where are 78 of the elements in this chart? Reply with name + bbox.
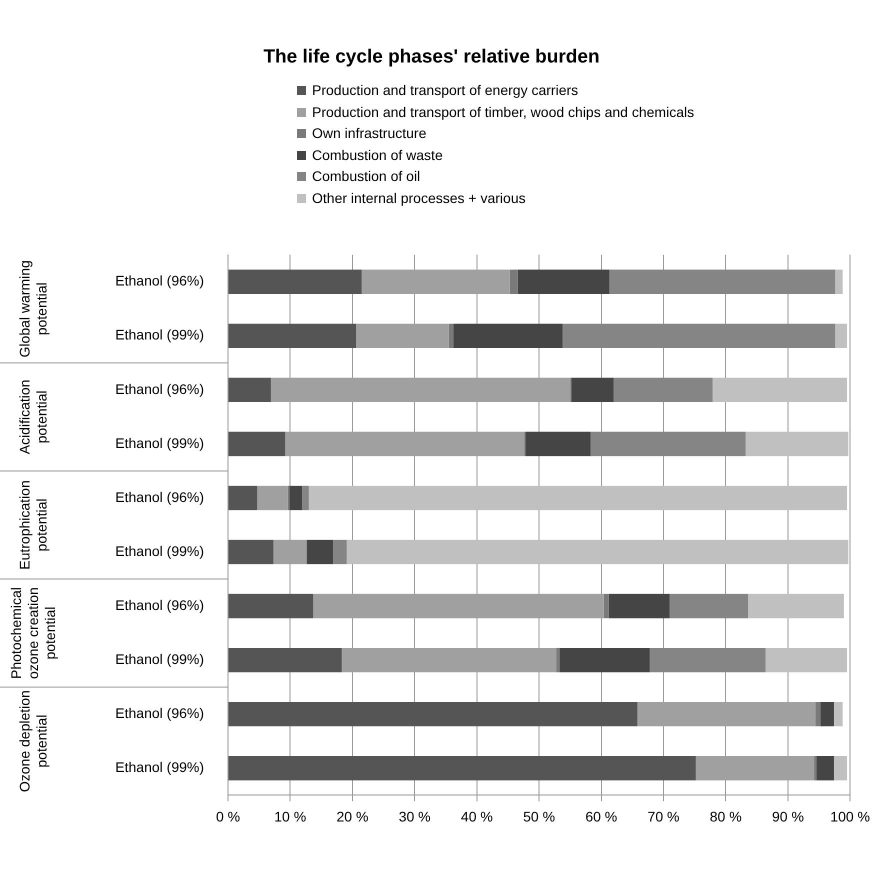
bar [228, 540, 274, 564]
bar [608, 594, 670, 618]
bar [510, 270, 518, 294]
bar [228, 594, 314, 618]
x-tick-label: 50 % [523, 808, 556, 824]
legend-label: Combustion of oil [312, 167, 420, 186]
bar [820, 702, 834, 726]
bar [560, 648, 650, 672]
legend-label: Other internal processes + various [312, 188, 526, 208]
bar [257, 486, 288, 510]
bar [228, 702, 638, 726]
bar [650, 648, 766, 672]
bar [814, 756, 817, 780]
bar [614, 378, 713, 402]
bar [228, 648, 342, 672]
bar [816, 756, 834, 780]
bar [307, 540, 334, 564]
bar [228, 270, 362, 294]
bar [834, 702, 843, 726]
bar [556, 648, 560, 672]
bar [302, 486, 309, 510]
bar [609, 270, 836, 294]
x-tick-label: 0 % [216, 808, 240, 824]
x-tick-label: 20 % [336, 808, 368, 824]
legend-label: Production and transport of timber, wood chips and chemicals [312, 102, 694, 122]
bar [448, 324, 454, 348]
bar [290, 486, 302, 510]
text: Photochemical ozone creation potential [8, 587, 58, 679]
y-tick-label: Ethanol (99%) [115, 650, 204, 667]
text: Acidification potential [16, 380, 50, 454]
bar [712, 378, 848, 402]
x-tick-label: 30 % [398, 808, 431, 824]
x-tick-label: 90 % [772, 808, 804, 824]
y-tick-label: Ethanol (96%) [115, 705, 204, 721]
bar [562, 324, 836, 348]
text: Global warming potential [16, 260, 50, 358]
bar [525, 432, 591, 456]
bar [308, 486, 848, 510]
bar [333, 540, 347, 564]
bar [228, 432, 286, 456]
bar [228, 756, 696, 780]
legend-label: Production and transport of energy carriers [312, 81, 578, 100]
y-tick-label: Ethanol (99%) [115, 542, 204, 559]
bar [453, 324, 563, 348]
x-tick-label: 40 % [460, 808, 493, 824]
bar [670, 594, 748, 618]
bar [228, 324, 356, 348]
chart-title: The life cycle phases' relative burden [263, 46, 600, 68]
x-tick-label: 60 % [585, 808, 618, 824]
bar [604, 594, 609, 618]
text: Ozone depletion potential [16, 690, 50, 792]
bar [835, 270, 843, 294]
bar [766, 648, 848, 672]
y-tick-label: Ethanol (96%) [115, 488, 204, 505]
bar [518, 270, 610, 294]
bar [835, 324, 848, 348]
legend-label: Own infrastructure [312, 124, 426, 143]
y-tick-label: Ethanol (96%) [115, 596, 204, 613]
x-tick-label: 70 % [648, 808, 680, 824]
x-tick-label: 100 % [830, 808, 870, 824]
bar [834, 756, 848, 780]
y-tick-label: Ethanol (96%) [115, 380, 204, 397]
y-tick-label: Ethanol (99%) [115, 434, 204, 451]
bar [815, 702, 820, 726]
y-tick-label: Ethanol (99%) [115, 759, 204, 776]
bar [746, 432, 848, 456]
bar [228, 378, 271, 402]
x-tick-label: 10 % [274, 808, 306, 824]
bar [748, 594, 844, 618]
bar [590, 432, 746, 456]
bar [228, 486, 258, 510]
y-tick-label: Ethanol (96%) [115, 272, 204, 289]
bar [346, 540, 848, 564]
x-tick-label: 80 % [710, 808, 742, 824]
legend-label: Combustion of waste [312, 146, 443, 164]
bar [571, 378, 614, 402]
text: Eutrophication potential [16, 480, 50, 570]
y-tick-label: Ethanol (99%) [115, 326, 204, 343]
